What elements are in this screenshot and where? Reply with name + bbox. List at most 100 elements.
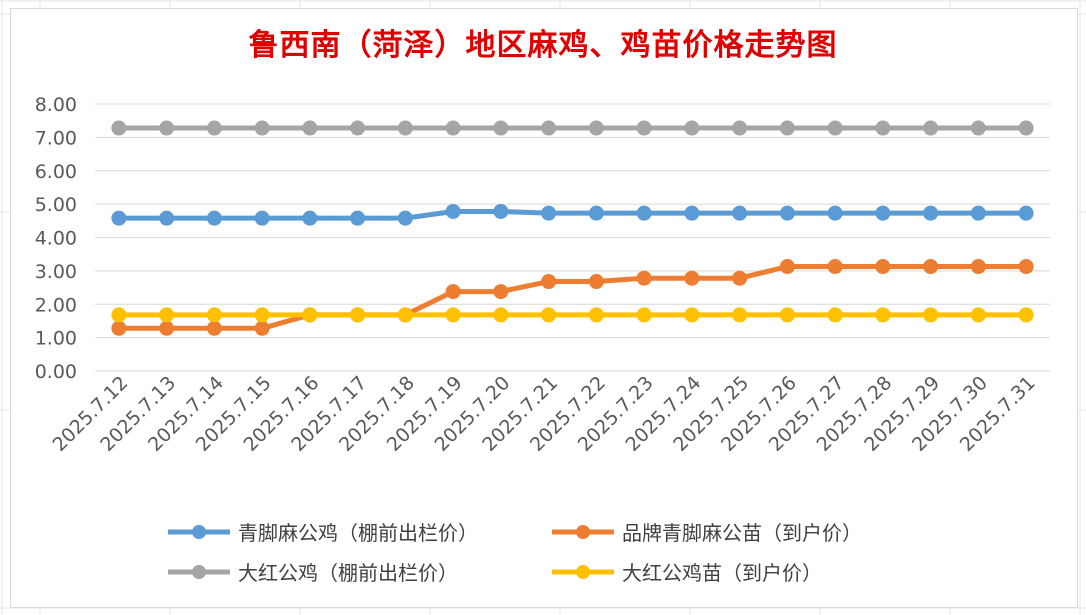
data-point-series-1[interactable]	[636, 205, 652, 221]
y-tick-label: 2.00	[35, 294, 77, 316]
legend-marker-orange	[552, 524, 614, 539]
data-point-series-3[interactable]	[111, 120, 127, 136]
data-point-series-4[interactable]	[159, 307, 175, 323]
data-point-series-3[interactable]	[779, 120, 795, 136]
data-point-series-3[interactable]	[684, 120, 700, 136]
data-point-series-3[interactable]	[875, 120, 891, 136]
data-point-series-1[interactable]	[445, 203, 461, 219]
y-tick-label: 5.00	[35, 194, 77, 216]
data-point-series-2[interactable]	[970, 259, 986, 275]
data-point-series-1[interactable]	[588, 205, 604, 221]
data-point-series-3[interactable]	[923, 120, 939, 136]
data-point-series-4[interactable]	[302, 307, 318, 323]
series-line-1[interactable]	[116, 208, 1029, 221]
data-point-series-1[interactable]	[159, 210, 175, 226]
data-point-series-2[interactable]	[254, 320, 270, 336]
legend-item-series-2[interactable]: 品牌青脚麻公苗（到户价）	[552, 517, 862, 546]
data-point-series-3[interactable]	[588, 120, 604, 136]
legend-label: 品牌青脚麻公苗（到户价）	[622, 521, 862, 545]
chart-area[interactable]	[10, 8, 1078, 608]
data-point-series-2[interactable]	[732, 270, 748, 286]
data-point-series-4[interactable]	[541, 307, 557, 323]
data-point-series-4[interactable]	[350, 307, 366, 323]
data-point-series-3[interactable]	[1018, 120, 1034, 136]
data-point-series-3[interactable]	[159, 120, 175, 136]
legend-item-series-3[interactable]: 大红公鸡（棚前出栏价）	[168, 557, 458, 586]
data-point-series-2[interactable]	[875, 259, 891, 275]
data-point-series-2[interactable]	[827, 259, 843, 275]
data-point-series-2[interactable]	[636, 270, 652, 286]
legend-label: 大红公鸡（棚前出栏价）	[238, 561, 458, 585]
series-line-2[interactable]	[116, 264, 1029, 331]
legend-marker-gray	[168, 564, 230, 579]
data-point-series-1[interactable]	[302, 210, 318, 226]
legend-marker-yellow	[552, 564, 614, 579]
y-tick-label: 8.00	[35, 94, 77, 116]
data-point-series-4[interactable]	[779, 307, 795, 323]
data-point-series-2[interactable]	[111, 320, 127, 336]
data-point-series-4[interactable]	[588, 307, 604, 323]
data-point-series-4[interactable]	[254, 307, 270, 323]
data-point-series-2[interactable]	[206, 320, 222, 336]
data-point-series-2[interactable]	[541, 274, 557, 290]
y-tick-label: 0.00	[35, 361, 77, 383]
data-point-series-4[interactable]	[206, 307, 222, 323]
data-point-series-1[interactable]	[206, 210, 222, 226]
data-point-series-1[interactable]	[684, 205, 700, 221]
data-point-series-4[interactable]	[970, 307, 986, 323]
data-point-series-2[interactable]	[588, 274, 604, 290]
y-tick-label: 6.00	[35, 161, 77, 183]
data-point-series-1[interactable]	[111, 210, 127, 226]
data-point-series-3[interactable]	[732, 120, 748, 136]
data-point-series-1[interactable]	[541, 205, 557, 221]
data-point-series-4[interactable]	[493, 307, 509, 323]
legend-label: 青脚麻公鸡（棚前出栏价）	[238, 521, 478, 545]
data-point-series-4[interactable]	[684, 307, 700, 323]
data-point-series-3[interactable]	[397, 120, 413, 136]
data-point-series-1[interactable]	[493, 203, 509, 219]
data-point-series-2[interactable]	[779, 259, 795, 275]
legend-marker-blue	[168, 524, 230, 539]
data-point-series-1[interactable]	[1018, 205, 1034, 221]
data-point-series-3[interactable]	[493, 120, 509, 136]
data-point-series-2[interactable]	[1018, 259, 1034, 275]
data-point-series-1[interactable]	[732, 205, 748, 221]
data-point-series-3[interactable]	[970, 120, 986, 136]
data-point-series-3[interactable]	[827, 120, 843, 136]
data-point-series-1[interactable]	[779, 205, 795, 221]
data-point-series-4[interactable]	[875, 307, 891, 323]
data-point-series-2[interactable]	[684, 270, 700, 286]
data-point-series-3[interactable]	[302, 120, 318, 136]
data-point-series-2[interactable]	[493, 284, 509, 300]
data-point-series-1[interactable]	[970, 205, 986, 221]
data-point-series-2[interactable]	[445, 284, 461, 300]
data-point-series-4[interactable]	[445, 307, 461, 323]
legend-item-series-4[interactable]: 大红公鸡苗（到户价）	[552, 557, 822, 586]
data-point-series-1[interactable]	[923, 205, 939, 221]
data-point-series-1[interactable]	[350, 210, 366, 226]
data-point-series-1[interactable]	[397, 210, 413, 226]
data-point-series-1[interactable]	[875, 205, 891, 221]
data-point-series-3[interactable]	[254, 120, 270, 136]
data-point-series-4[interactable]	[923, 307, 939, 323]
data-point-series-3[interactable]	[206, 120, 222, 136]
data-point-series-3[interactable]	[636, 120, 652, 136]
data-point-series-4[interactable]	[732, 307, 748, 323]
data-point-series-3[interactable]	[445, 120, 461, 136]
legend-label: 大红公鸡苗（到户价）	[622, 561, 822, 585]
data-point-series-4[interactable]	[827, 307, 843, 323]
data-point-series-2[interactable]	[159, 320, 175, 336]
data-point-series-3[interactable]	[541, 120, 557, 136]
data-point-series-4[interactable]	[111, 307, 127, 323]
y-tick-label: 1.00	[35, 328, 77, 350]
legend-item-series-1[interactable]: 青脚麻公鸡（棚前出栏价）	[168, 517, 478, 546]
data-point-series-4[interactable]	[636, 307, 652, 323]
data-point-series-4[interactable]	[1018, 307, 1034, 323]
data-point-series-1[interactable]	[254, 210, 270, 226]
data-point-series-1[interactable]	[827, 205, 843, 221]
y-tick-label: 4.00	[35, 228, 77, 250]
data-point-series-4[interactable]	[397, 307, 413, 323]
data-point-series-2[interactable]	[923, 259, 939, 275]
data-point-series-3[interactable]	[350, 120, 366, 136]
